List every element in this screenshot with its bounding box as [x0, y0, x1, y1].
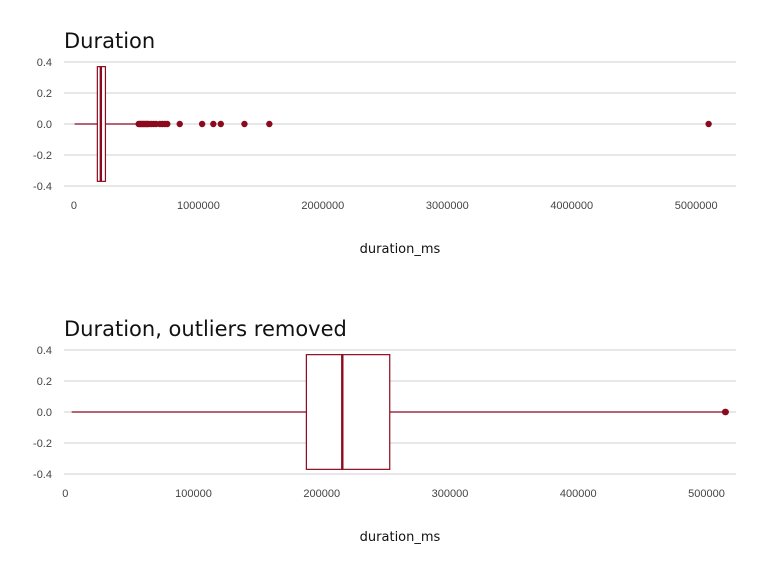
x-tick-label: 200000	[303, 488, 340, 500]
outlier-point	[164, 120, 171, 128]
y-tick-label: -0.2	[33, 438, 52, 450]
chart-title: Duration	[64, 29, 155, 53]
x-tick-label: 100000	[175, 488, 212, 500]
iqr-box	[305, 354, 391, 470]
boxplot-marks	[71, 354, 729, 470]
x-tick-label: 0	[71, 200, 77, 212]
chart-title: Duration, outliers removed	[64, 317, 347, 341]
x-tick-label: 0	[62, 488, 68, 500]
outlier-point	[217, 120, 224, 128]
x-tick-labels: 0 1000000 2000000 3000000 4000000 5000000	[71, 200, 718, 212]
outlier-point	[176, 120, 183, 128]
outlier-point	[198, 120, 206, 128]
x-tick-label: 300000	[432, 488, 469, 500]
y-tick-label: 0.2	[37, 88, 52, 100]
x-tick-label: 4000000	[550, 200, 593, 212]
x-tick-label: 2000000	[301, 200, 344, 212]
x-tick-label: 3000000	[426, 200, 469, 212]
x-tick-labels: 0 100000 200000 300000 400000 500000	[62, 488, 725, 500]
y-tick-label: 0.4	[37, 345, 52, 357]
y-tick-labels: 0.4 0.2 0.0 -0.2 -0.4	[33, 345, 52, 481]
chart-duration: Duration 0.4 0.2 0.0 -0.2 -0.4 0 1000000 20000…	[33, 29, 736, 257]
x-axis-label: duration_ms	[360, 242, 441, 257]
x-tick-label: 5000000	[675, 200, 718, 212]
boxplot-marks	[74, 66, 712, 182]
y-gridlines	[64, 61, 736, 187]
y-tick-label: 0.2	[37, 376, 52, 388]
y-tick-label: 0.0	[37, 119, 52, 131]
y-tick-label: -0.2	[33, 150, 52, 162]
chart-duration-outliers-removed: Duration, outliers removed 0.4 0.2 0.0 -0.2…	[33, 317, 736, 545]
y-tick-label: -0.4	[33, 181, 52, 193]
outlier-point	[241, 120, 248, 128]
y-tick-label: -0.4	[33, 469, 52, 481]
y-tick-label: 0.4	[37, 57, 52, 69]
x-tick-label: 500000	[688, 488, 725, 500]
x-axis-label: duration_ms	[360, 530, 441, 545]
x-tick-label: 1000000	[177, 200, 220, 212]
outlier-point	[722, 408, 729, 416]
y-tick-label: 0.0	[37, 407, 52, 419]
y-tick-labels: 0.4 0.2 0.0 -0.2 -0.4	[33, 57, 52, 193]
x-tick-label: 400000	[560, 488, 597, 500]
outlier-point	[705, 120, 712, 128]
outlier-point	[266, 120, 273, 128]
outlier-point	[210, 120, 217, 128]
